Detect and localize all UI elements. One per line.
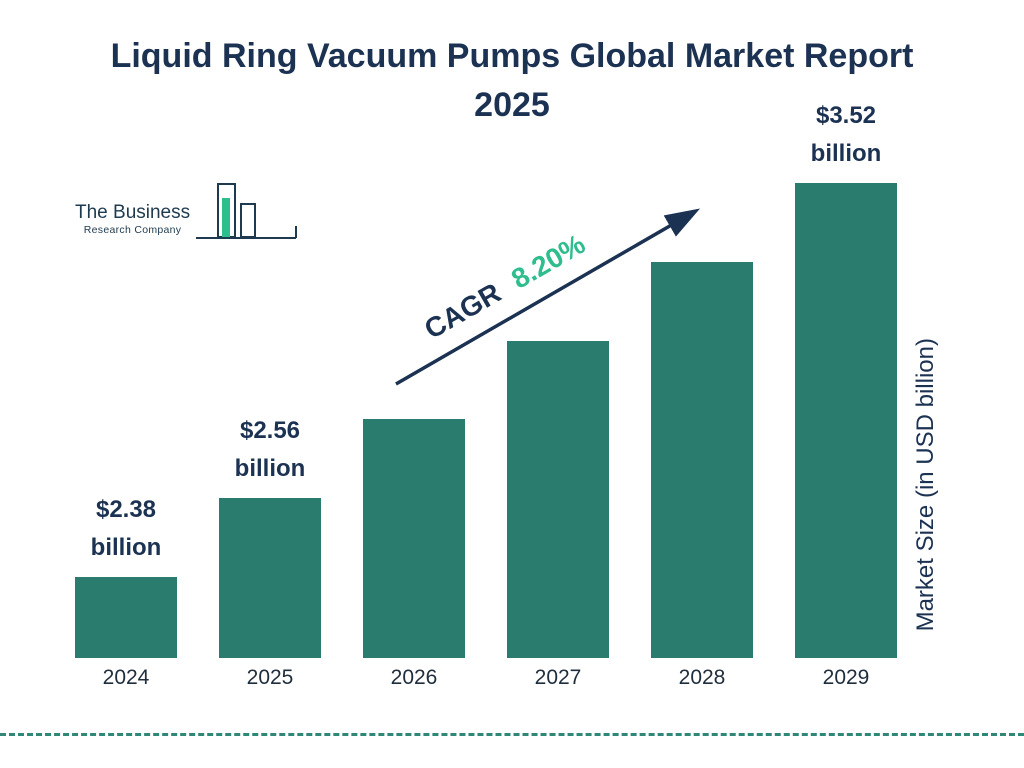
bar-2025: [219, 498, 321, 658]
x-axis-label: 2025: [246, 666, 294, 689]
bar-chart: $2.38 billion 2024 $2.56 billion 2025 2026 2027…: [75, 0, 897, 698]
x-axis-label: 2027: [534, 666, 582, 689]
x-axis-label: 2029: [822, 666, 870, 689]
y-axis-title-text: Market Size (in USD billion): [912, 338, 939, 632]
x-axis-label: 2026: [390, 666, 438, 689]
bar-column: $2.38 billion 2024: [75, 0, 177, 698]
bar-column: 2026: [363, 0, 465, 698]
x-axis-label: 2024: [102, 666, 150, 689]
bar-column: $3.52 billion 2029: [795, 0, 897, 698]
bar-value-label: $2.38 billion: [90, 496, 162, 561]
bar-2024: [75, 577, 177, 658]
bar-2028: [651, 261, 753, 658]
bar-column: 2027: [507, 0, 609, 698]
bar-value-label: $3.52 billion: [810, 102, 882, 167]
logo-line2: Research Company: [83, 224, 182, 236]
bar-column: $2.56 billion 2025: [219, 0, 321, 698]
company-logo: The Business Research Company: [75, 182, 301, 246]
page-title: Liquid Ring Vacuum Pumps Global Market R…: [110, 37, 914, 125]
bar-value-label: $2.56 billion: [234, 417, 306, 483]
logo-bar-chart-icon: [196, 183, 298, 239]
bottom-dashed-divider: [0, 733, 1024, 736]
bar-2029: [795, 183, 897, 658]
company-logo-text: The Business Research Company: [75, 202, 190, 236]
x-axis-label: 2028: [678, 666, 726, 689]
bar-2026: [363, 419, 465, 658]
bar-2027: [507, 340, 609, 658]
y-axis-title: Market Size (in USD billion): [912, 290, 940, 680]
logo-line1: The Business: [75, 202, 191, 223]
bar-column: 2028: [651, 0, 753, 698]
